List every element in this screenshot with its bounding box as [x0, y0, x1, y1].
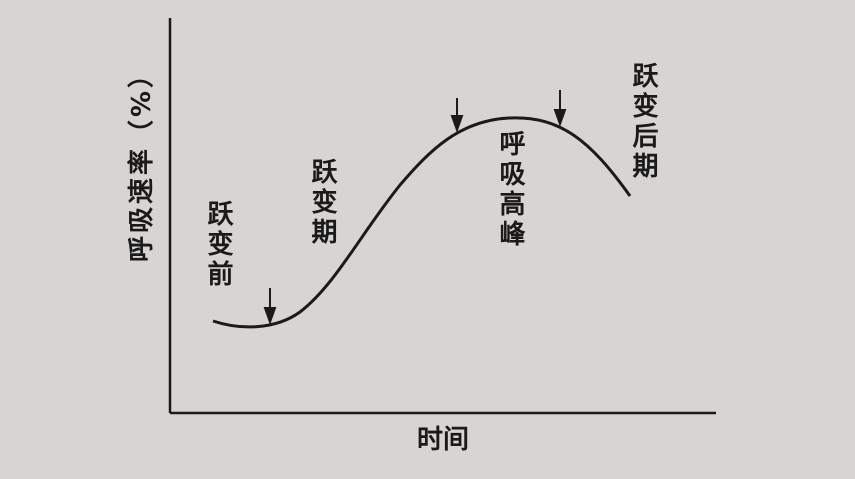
arrow-head	[450, 115, 464, 133]
arrows	[263, 90, 567, 325]
x-axis-label: 时间	[417, 425, 469, 455]
respiration-curve	[212, 116, 632, 329]
phase-label: 跃变前	[203, 200, 233, 290]
y-axis-label: 呼吸速率（%）	[126, 59, 157, 262]
arrow-head	[263, 307, 277, 325]
phase-label: 呼吸高峰	[495, 130, 525, 250]
phase-label: 跃变期	[307, 158, 337, 248]
phase-label: 跃变后期	[628, 62, 658, 182]
arrow-head	[553, 109, 567, 127]
